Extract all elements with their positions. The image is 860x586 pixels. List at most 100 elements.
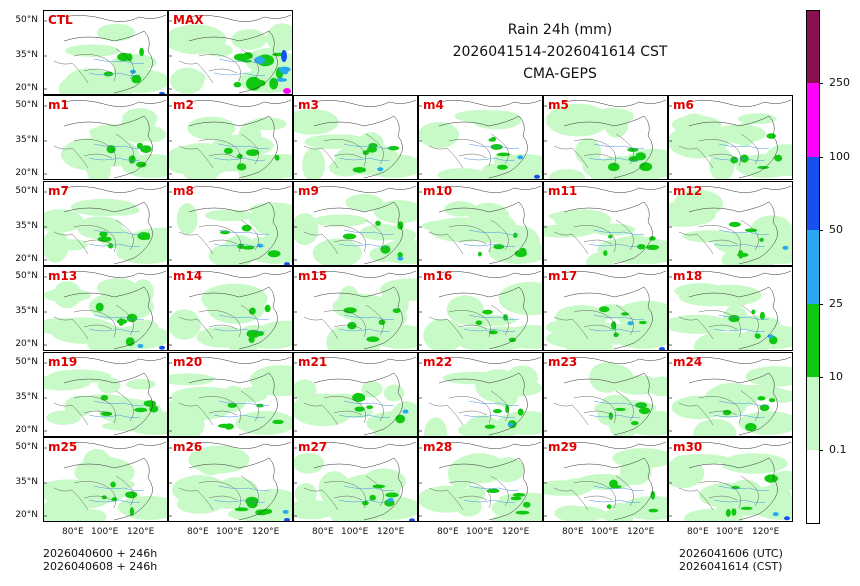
lat-label: 20°N	[15, 254, 38, 264]
map-panel-m25: m25	[43, 437, 168, 522]
footer-init-cst: 2026040608 + 246h	[43, 560, 158, 573]
lat-label: 50°N	[15, 15, 38, 25]
precip-map-m18	[669, 270, 792, 350]
map-panel-m20: m20	[168, 352, 293, 437]
panel-label: m2	[173, 98, 194, 112]
map-panel-m17: m17	[543, 266, 668, 351]
lat-label: 35°N	[15, 306, 38, 316]
colorbar-level-label: 100	[829, 149, 850, 163]
precip-map-m27	[294, 441, 417, 521]
map-panel-m27: m27	[293, 437, 418, 522]
precip-map-m3	[294, 99, 417, 179]
chart-title-model: CMA-GEPS	[523, 66, 597, 82]
lon-label: 100°E	[716, 527, 744, 537]
precip-map-m29	[544, 441, 667, 521]
footer-init-time: 2026040600 + 246h 2026040608 + 246h	[43, 547, 157, 573]
map-panel-ctl: CTL	[43, 10, 168, 95]
map-panel-m26: m26	[168, 437, 293, 522]
precip-map-m11	[544, 185, 667, 265]
map-panel-m23: m23	[543, 352, 668, 437]
map-panel-m18: m18	[668, 266, 793, 351]
map-panel-m29: m29	[543, 437, 668, 522]
precip-map-m28	[419, 441, 542, 521]
panel-label: m12	[673, 184, 703, 198]
lon-label: 100°E	[216, 527, 244, 537]
colorbar-segment	[806, 10, 820, 84]
lon-label: 80°E	[187, 527, 209, 537]
map-panel-m11: m11	[543, 181, 668, 266]
panel-label: m28	[423, 440, 453, 454]
precip-map-m6	[669, 99, 792, 179]
precip-map-m1	[44, 99, 167, 179]
colorbar-segment	[806, 156, 820, 231]
lat-label: 35°N	[15, 477, 38, 487]
lat-label: 35°N	[15, 50, 38, 60]
panel-label: m23	[548, 355, 578, 369]
lon-label: 80°E	[62, 527, 84, 537]
colorbar-tick	[820, 303, 823, 305]
colorbar-tick	[820, 450, 823, 452]
lon-label: 120°E	[752, 527, 780, 537]
panel-label: MAX	[173, 13, 204, 27]
panel-label: m27	[298, 440, 328, 454]
precip-map-m20	[169, 356, 292, 436]
map-panel-m28: m28	[418, 437, 543, 522]
map-panel-m10: m10	[418, 181, 543, 266]
panel-label: m24	[673, 355, 703, 369]
map-panel-m7: m7	[43, 181, 168, 266]
precip-map-m30	[669, 441, 792, 521]
map-panel-m8: m8	[168, 181, 293, 266]
panel-label: m20	[173, 355, 203, 369]
lat-label: 20°N	[15, 510, 38, 520]
precip-map-m17	[544, 270, 667, 350]
lat-label: 50°N	[15, 357, 38, 367]
map-panel-m9: m9	[293, 181, 418, 266]
panel-label: m16	[423, 269, 453, 283]
footer-valid-utc: 2026041606 (UTC)	[679, 547, 783, 560]
panel-label: m5	[548, 98, 569, 112]
colorbar-segment	[806, 230, 820, 304]
lat-label: 20°N	[15, 425, 38, 435]
precip-map-m26	[169, 441, 292, 521]
precip-map-m13	[44, 270, 167, 350]
map-panel-m22: m22	[418, 352, 543, 437]
precip-map-m19	[44, 356, 167, 436]
lat-label: 20°N	[15, 168, 38, 178]
panel-label: m13	[48, 269, 78, 283]
precip-map-m16	[419, 270, 542, 350]
lat-label: 20°N	[15, 339, 38, 349]
map-panel-max: MAX	[168, 10, 293, 95]
panel-label: m21	[298, 355, 328, 369]
precip-map-m8	[169, 185, 292, 265]
panel-label: m17	[548, 269, 578, 283]
panel-label: m7	[48, 184, 69, 198]
lat-label: 50°N	[15, 186, 38, 196]
map-panel-m4: m4	[418, 95, 543, 180]
panel-label: m9	[298, 184, 319, 198]
panel-label: m25	[48, 440, 78, 454]
panel-label: m4	[423, 98, 444, 112]
map-panel-m24: m24	[668, 352, 793, 437]
map-panel-m2: m2	[168, 95, 293, 180]
precip-map-ctl	[44, 14, 167, 94]
colorbar-level-label: 50	[829, 223, 843, 237]
lon-label: 120°E	[627, 527, 655, 537]
colorbar-level-label: 0.1	[829, 443, 847, 457]
panel-label: m19	[48, 355, 78, 369]
precip-map-m23	[544, 356, 667, 436]
lon-label: 120°E	[502, 527, 530, 537]
lat-label: 35°N	[15, 221, 38, 231]
panel-label: m22	[423, 355, 453, 369]
panel-label: CTL	[48, 13, 73, 27]
precip-map-m4	[419, 99, 542, 179]
panel-label: m14	[173, 269, 203, 283]
precip-map-m24	[669, 356, 792, 436]
chart-title-period: 2026041514-2026041614 CST	[452, 44, 668, 60]
colorbar-tick	[820, 230, 823, 232]
lon-label: 120°E	[252, 527, 280, 537]
panel-label: m6	[673, 98, 694, 112]
colorbar-level-label: 250	[829, 76, 850, 90]
lon-label: 100°E	[591, 527, 619, 537]
lon-label: 80°E	[687, 527, 709, 537]
precip-map-m9	[294, 185, 417, 265]
